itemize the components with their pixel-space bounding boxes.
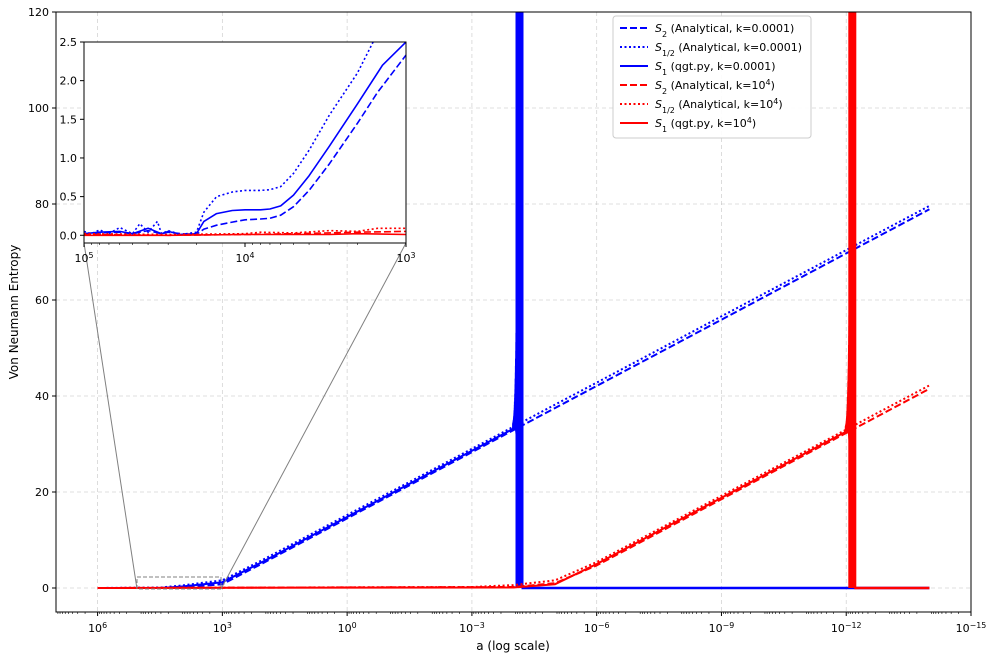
inset-series-line-6 xyxy=(84,232,406,237)
legend-label: S2 (Analytical, k=104) xyxy=(655,78,775,96)
y-tick-label: 0 xyxy=(42,582,49,595)
legend-label: S1/2 (Analytical, k=0.0001) xyxy=(655,41,802,58)
divergence-spike xyxy=(848,12,857,588)
series-6-instability xyxy=(844,12,930,590)
legend-entry: S2 (Analytical, k=104) xyxy=(620,78,775,96)
series-line-5 xyxy=(97,384,930,589)
inset-y-tick-label: 0.5 xyxy=(60,191,78,204)
series-line-2 xyxy=(97,205,930,589)
zoom-indicator xyxy=(83,242,407,590)
legend-entry: S1/2 (Analytical, k=104) xyxy=(620,97,783,115)
x-tick-label: 100 xyxy=(338,621,357,636)
legend-entry: S1/2 (Analytical, k=0.0001) xyxy=(620,41,802,58)
zoom-connector-right xyxy=(220,242,407,590)
inset-y-axis: 0.0 0.5 1.0 1.5 2.0 2.5 xyxy=(60,36,84,242)
legend-label: S2 (Analytical, k=0.0001) xyxy=(655,22,794,39)
inset-series-line-1 xyxy=(84,54,406,236)
inset-series-line-3 xyxy=(84,42,406,236)
inset-x-axis: 105 104 103 xyxy=(74,243,416,266)
x-tick-label: 10−12 xyxy=(831,621,862,636)
x-tick-label: 10−15 xyxy=(956,621,987,636)
x-axis-label: a (log scale) xyxy=(476,639,550,653)
main-axes-frame xyxy=(55,11,972,613)
legend-entry: S1 (qgt.py, k=104) xyxy=(620,116,756,134)
divergence-spike xyxy=(515,12,524,588)
legend-label: S1 (qgt.py, k=104) xyxy=(655,116,756,134)
y-axis-label: Von Neumann Entropy xyxy=(7,245,21,380)
legend-box xyxy=(612,15,812,139)
y-tick-label: 40 xyxy=(35,390,49,403)
legend-label: S1/2 (Analytical, k=104) xyxy=(655,97,783,115)
series-line-3 xyxy=(97,427,514,589)
legend: S2 (Analytical, k=0.0001) S1/2 (Analytica… xyxy=(612,15,812,139)
x-tick-label: 106 xyxy=(88,621,107,636)
inset-background xyxy=(84,42,406,243)
x-tick-label: 103 xyxy=(213,621,232,636)
main-y-axis: 0 20 40 60 80 100 120 xyxy=(28,6,56,595)
legend-entry: S1 (qgt.py, k=0.0001) xyxy=(620,60,776,77)
inset-y-tick-label: 2.0 xyxy=(60,75,78,88)
inset-y-tick-label: 0.0 xyxy=(60,229,78,242)
series-line-1 xyxy=(97,208,930,589)
legend-label: S1 (qgt.py, k=0.0001) xyxy=(655,60,776,77)
y-tick-label: 80 xyxy=(35,198,49,211)
inset-y-tick-label: 1.5 xyxy=(60,113,78,126)
y-tick-label: 60 xyxy=(35,294,49,307)
y-tick-label: 100 xyxy=(28,102,49,115)
inset-x-tick-label: 103 xyxy=(396,251,415,266)
series-line-6 xyxy=(97,430,847,589)
x-tick-label: 10−3 xyxy=(459,621,485,636)
zoom-connector-left xyxy=(83,242,138,590)
y-tick-label: 20 xyxy=(35,486,49,499)
legend-entry: S2 (Analytical, k=0.0001) xyxy=(620,22,794,39)
inset-x-tick-label: 104 xyxy=(235,251,254,266)
inset-plot-area xyxy=(84,42,406,237)
inset-y-tick-label: 1.0 xyxy=(60,152,78,165)
inset-x-tick-label: 105 xyxy=(74,251,93,266)
x-tick-label: 10−9 xyxy=(709,621,735,636)
inset-y-tick-label: 2.5 xyxy=(60,36,78,49)
main-x-axis: 106 103 100 10−3 10−6 10−9 10−12 10−15 xyxy=(57,612,987,636)
main-plot-area xyxy=(97,12,930,590)
y-tick-label: 120 xyxy=(28,6,49,19)
x-tick-label: 10−6 xyxy=(584,621,610,636)
zoom-region-box xyxy=(136,576,222,590)
